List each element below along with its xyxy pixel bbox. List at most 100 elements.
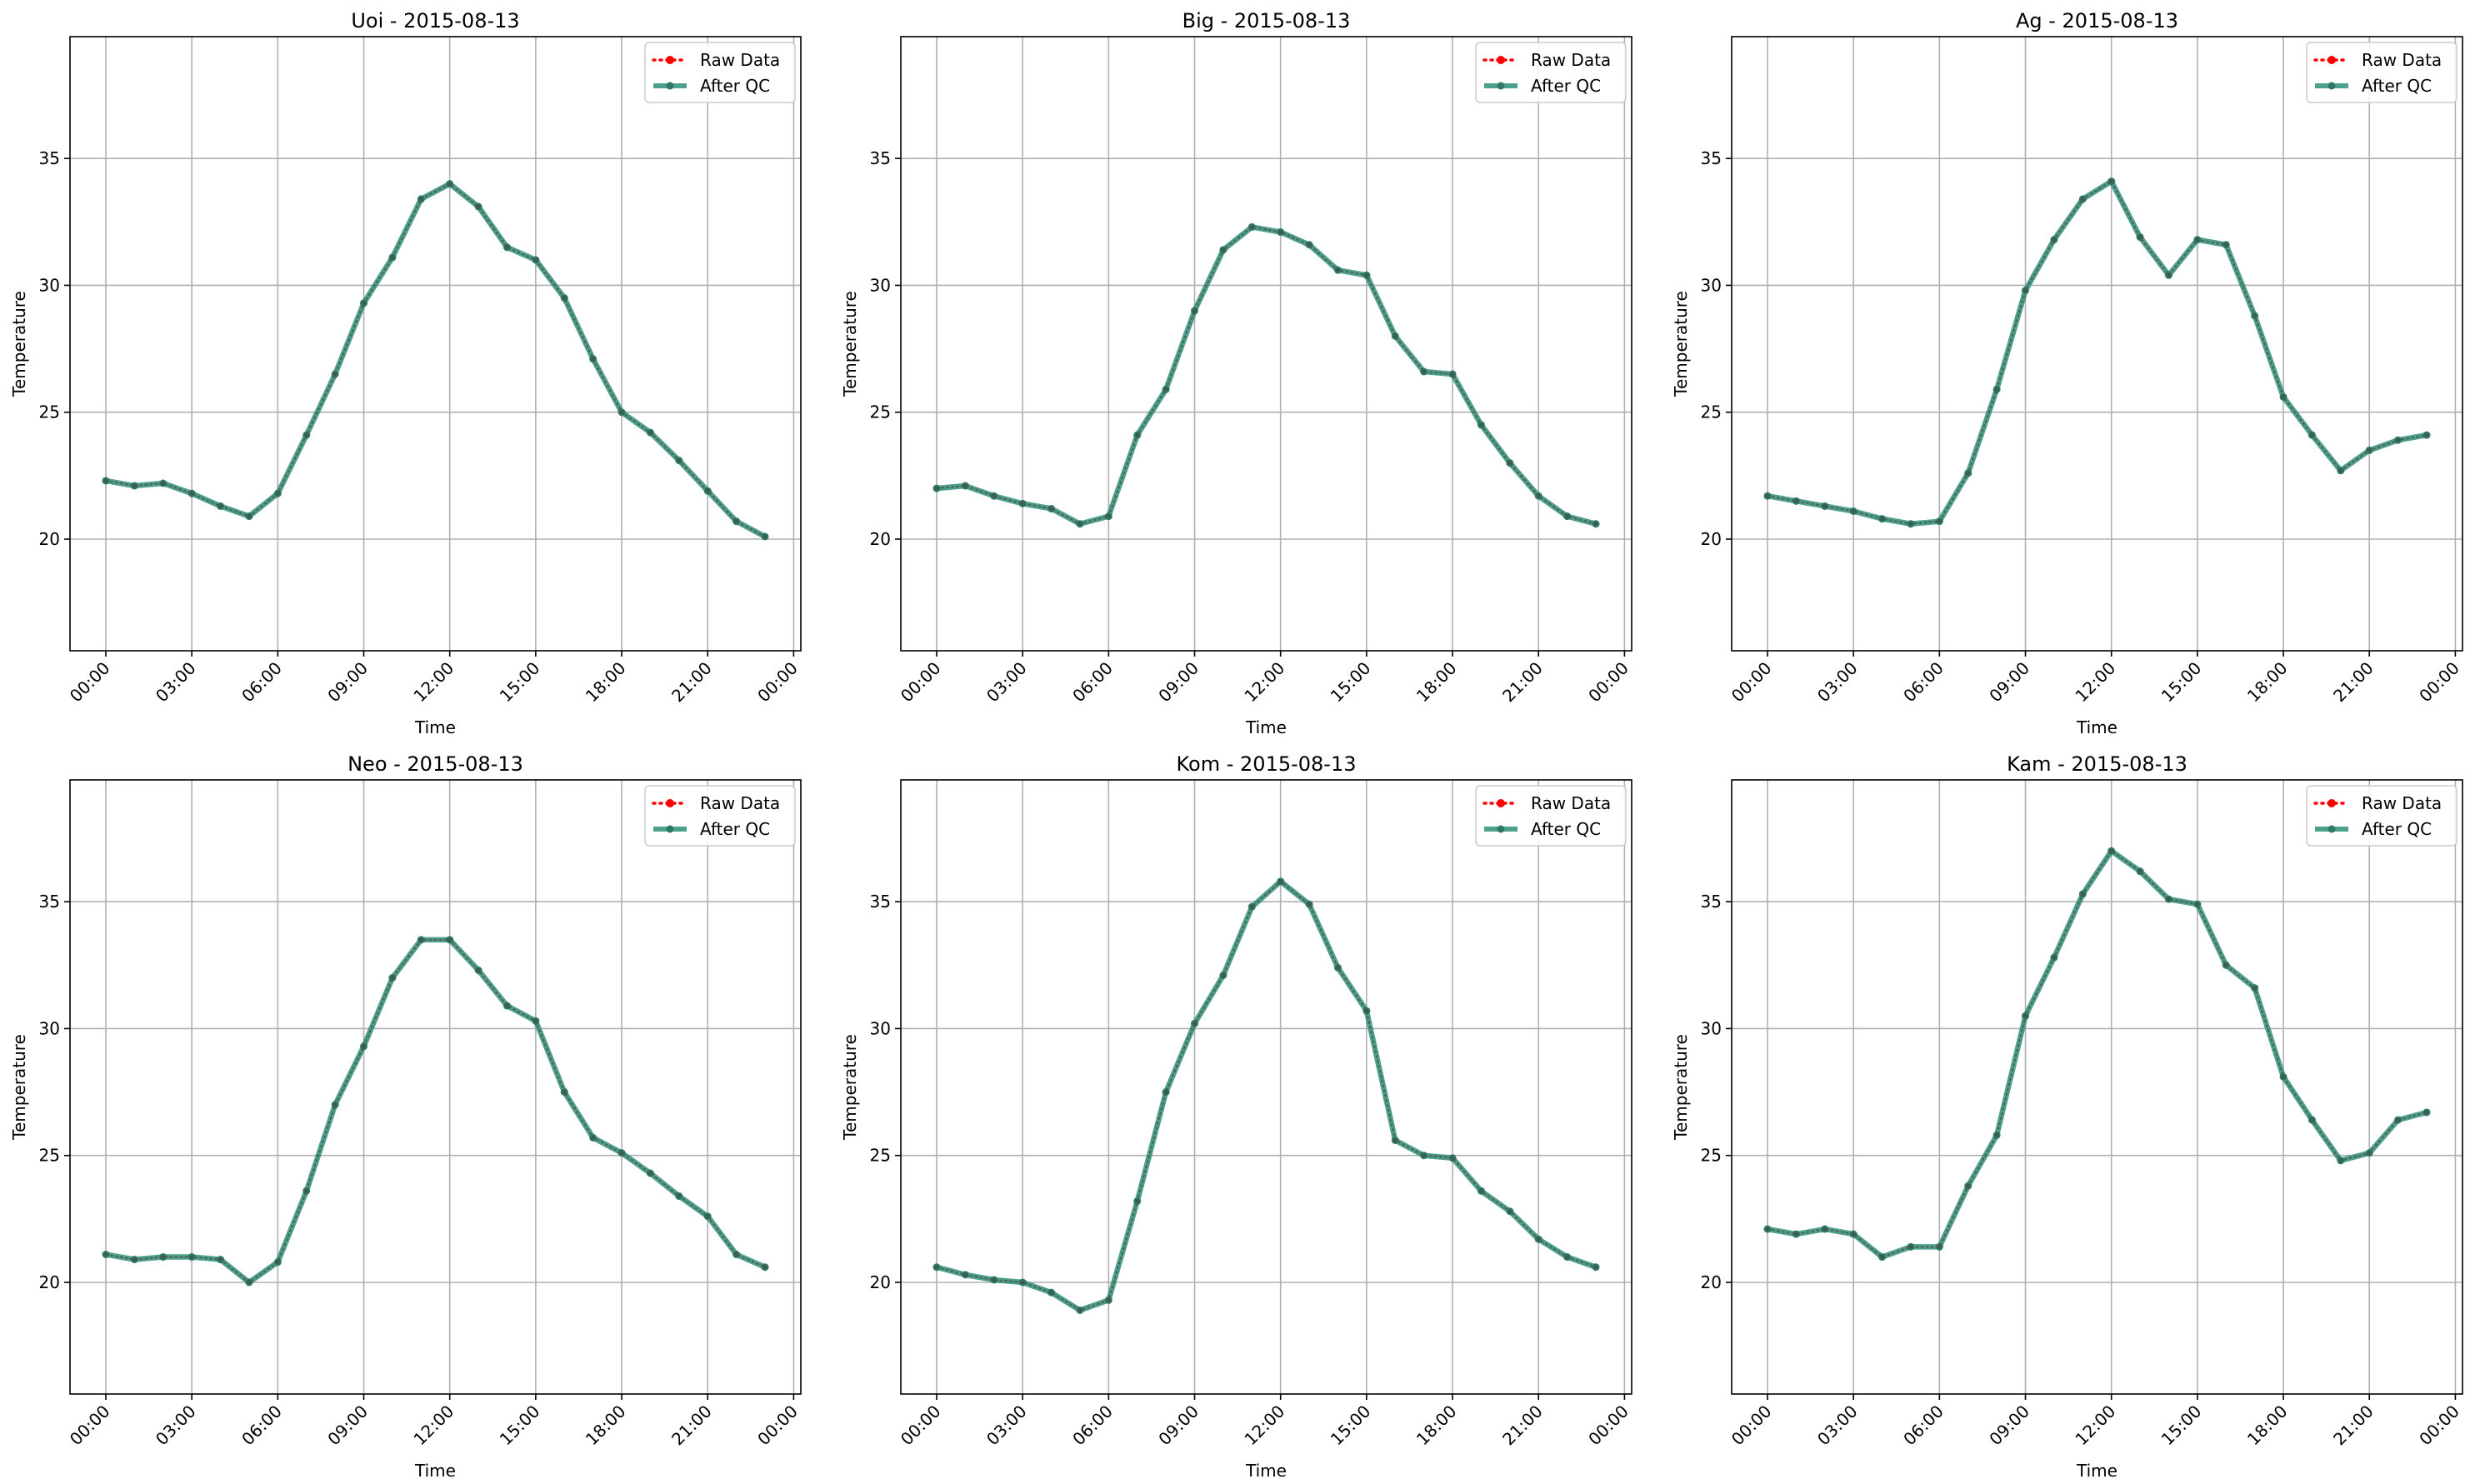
legend-label-raw-data: Raw Data [700,50,780,70]
y-axis-label: Temperature [840,1034,860,1141]
x-tick-label: 03:00 [982,658,1031,707]
y-axis-label: Temperature [9,1034,29,1141]
x-tick-label: 18:00 [1412,1402,1461,1450]
subplot-4: 00:00 03:00 06:00 09:00 12:00 15:00 18:00 21:00… [9,752,802,1481]
raw-data-point [1880,517,1884,522]
raw-data-point [1593,522,1598,527]
series-line-raw-data [104,938,767,1284]
raw-data-point [2424,432,2429,437]
raw-data-point [304,1188,309,1193]
series-line-after-qc [102,181,768,540]
raw-data-point [2023,1013,2028,1018]
raw-data-point [1135,432,1140,437]
raw-data-point [2052,955,2057,960]
raw-data-point [2223,242,2228,247]
legend-label-after-qc: After QC [700,76,770,96]
x-tick-label: 03:00 [982,1402,1031,1450]
raw-data-point [992,1277,997,1282]
legend-marker-raw-data [1497,799,1505,807]
raw-data-point [992,493,997,498]
raw-data-point [734,1252,739,1257]
axes-frame [900,36,1632,652]
y-tick-label: 20 [39,1272,60,1292]
raw-data-point [2367,1151,2372,1156]
raw-data-point [1106,1297,1111,1302]
raw-data-point [418,197,423,202]
x-tick-label: 03:00 [152,1402,200,1450]
y-tick-label: 35 [39,148,60,168]
raw-data-point [934,1265,939,1270]
raw-data-point [1994,1132,1999,1137]
raw-data-point [2338,1158,2343,1163]
raw-data-point [1135,1199,1140,1203]
x-tick-label: 12:00 [410,1402,458,1450]
raw-data-point [2252,986,2258,991]
series-line-raw-data [1766,849,2428,1258]
raw-data-point [2080,197,2085,202]
subplot-title: Kom - 2015-08-13 [1177,752,1357,776]
raw-data-point [448,937,452,942]
y-tick-label: 25 [39,402,60,422]
x-tick-label: 00:00 [753,1402,802,1450]
y-axis-label: Temperature [9,291,29,397]
x-tick-label: 12:00 [1241,658,1289,707]
legend-marker-after-qc [2328,82,2336,90]
raw-data-point [2424,1110,2429,1115]
raw-data-point [2310,432,2314,437]
raw-data-point [1336,965,1340,970]
x-tick-label: 09:00 [1985,1402,2033,1450]
raw-data-point [2109,848,2114,853]
raw-data-point [1966,1183,1971,1188]
y-axis-label: Temperature [1671,1034,1691,1141]
raw-data-point [161,1255,166,1259]
y-tick-label: 25 [870,1146,891,1166]
raw-data-point [304,432,309,437]
axes-frame [1731,779,2463,1395]
x-tick-label: 15:00 [496,658,544,707]
legend-marker-raw-data [1497,56,1505,64]
raw-data-point [1163,1090,1168,1094]
raw-data-point [619,410,624,415]
subplot-5: 00:00 03:00 06:00 09:00 12:00 15:00 18:00 21:00… [840,752,1632,1481]
raw-data-point [1336,267,1340,272]
raw-data-point [1851,509,1856,513]
subplot-title: Big - 2015-08-13 [1182,9,1351,32]
series-line-after-qc [1764,178,2430,527]
x-tick-label: 15:00 [1327,1402,1375,1450]
raw-data-point [1966,471,1971,476]
raw-data-point [2252,313,2258,318]
raw-data-point [2167,272,2171,277]
raw-data-point [1221,973,1226,977]
x-tick-label: 18:00 [1412,658,1461,707]
raw-data-point [705,1214,710,1219]
raw-data-point [1822,1227,1828,1232]
raw-data-point [2310,1117,2314,1122]
raw-data-point [1278,879,1283,884]
raw-data-point [2338,468,2343,473]
raw-data-point [448,182,452,187]
x-tick-label: 15:00 [496,1402,544,1450]
raw-data-point [1249,225,1254,229]
legend: Raw Data After QC [2306,42,2458,103]
raw-data-point [1278,230,1283,234]
raw-data-point [562,1090,567,1094]
x-axis-label: Time [1245,1461,1287,1481]
raw-data-point [1078,1308,1082,1312]
subplot-title: Neo - 2015-08-13 [348,752,523,776]
raw-data-point [1793,1232,1798,1237]
x-tick-label: 00:00 [2415,1402,2463,1450]
raw-data-point [2281,395,2286,399]
raw-data-point [1565,514,1570,518]
legend-label-after-qc: After QC [1531,76,1601,96]
raw-data-point [1793,498,1798,503]
raw-data-point [476,968,481,972]
raw-data-point [2138,235,2142,239]
raw-data-point [103,1252,108,1257]
x-tick-label: 00:00 [66,1402,114,1450]
legend: Raw Data After QC [644,42,796,103]
raw-data-point [2138,869,2142,874]
x-tick-label: 12:00 [2072,1402,2120,1450]
x-tick-label: 00:00 [1584,658,1632,707]
y-tick-label: 30 [1701,1018,1722,1038]
raw-data-point [1249,904,1254,909]
